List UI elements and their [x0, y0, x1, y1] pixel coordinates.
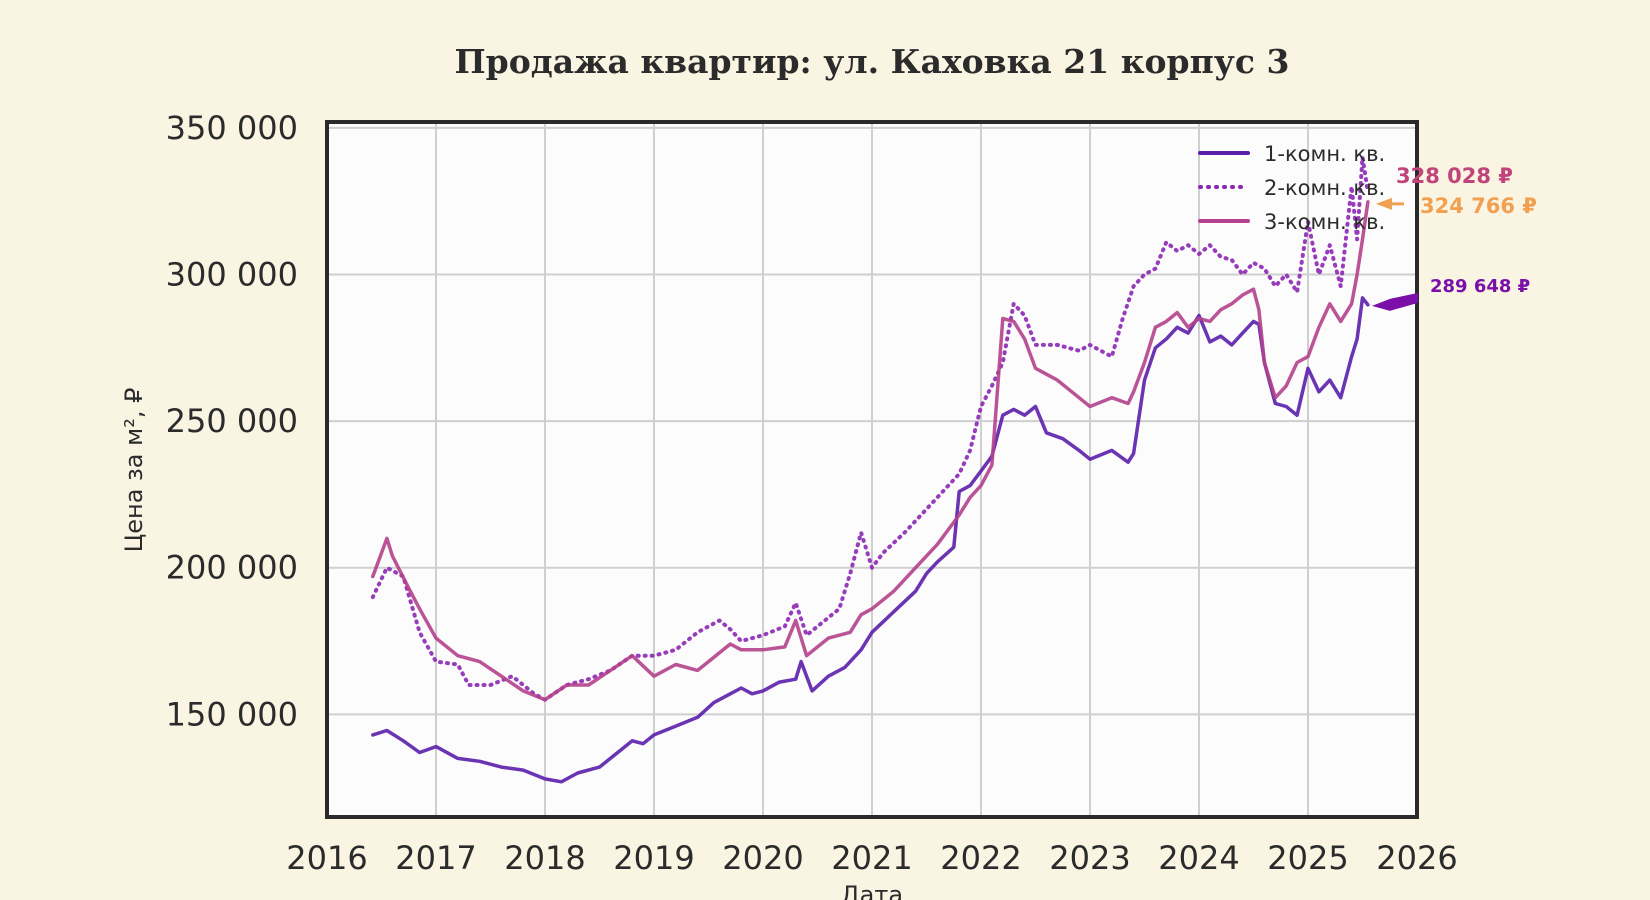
annotation-label: 328 028 ₽	[1396, 164, 1513, 188]
y-tick-label: 350 000	[166, 109, 298, 147]
y-axis-label: Цена за м², ₽	[120, 388, 148, 553]
x-tick-label: 2020	[722, 839, 803, 877]
series-line	[371, 296, 1370, 784]
annotation-label: 324 766 ₽	[1420, 194, 1537, 218]
x-tick-label: 2017	[395, 839, 476, 877]
annotations: 328 028 ₽ 324 766 ₽ 289 648 ₽	[1371, 164, 1537, 311]
legend-label: 3-комн. кв.	[1264, 210, 1385, 234]
y-tick-label: 300 000	[166, 255, 298, 293]
y-tick-label: 150 000	[166, 695, 298, 733]
legend: 1-комн. кв. 2-комн. кв. 3-комн. кв.	[1198, 142, 1385, 234]
x-tick-label: 2018	[504, 839, 585, 877]
axis-ticks: 2016 2017 2018 2019 2020 2021 2022 2023 2024 2025…	[166, 109, 1458, 877]
legend-label: 2-комн. кв.	[1264, 176, 1385, 200]
x-tick-label: 2026	[1376, 839, 1457, 877]
series-line	[371, 200, 1370, 702]
y-tick-label: 250 000	[166, 402, 298, 440]
x-tick-label: 2021	[831, 839, 912, 877]
chart-title: Продажа квартир: ул. Каховка 21 корпус 3	[455, 42, 1290, 81]
series-line	[370, 155, 1370, 702]
x-axis-label: Дата	[841, 881, 903, 900]
annotation-label: 289 648 ₽	[1430, 276, 1530, 297]
x-tick-label: 2024	[1158, 839, 1239, 877]
y-tick-label: 200 000	[166, 549, 298, 587]
annotation-arrowhead	[1375, 197, 1392, 210]
x-tick-label: 2019	[613, 839, 694, 877]
legend-label: 1-комн. кв.	[1264, 142, 1385, 166]
x-tick-label: 2022	[940, 839, 1021, 877]
x-tick-label: 2025	[1267, 839, 1348, 877]
plot-frame	[325, 120, 1419, 819]
x-tick-label: 2023	[1049, 839, 1130, 877]
series-lines	[370, 155, 1370, 784]
x-tick-label: 2016	[286, 839, 367, 877]
annotation-arrow	[1371, 292, 1418, 311]
